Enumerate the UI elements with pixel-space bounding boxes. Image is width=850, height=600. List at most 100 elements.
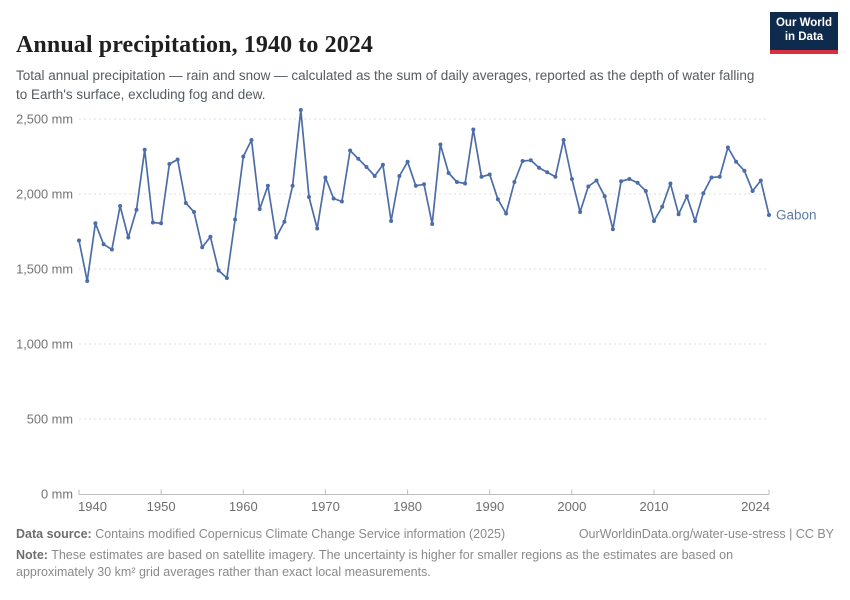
data-point-marker[interactable]: [142, 147, 147, 152]
data-point-marker[interactable]: [602, 194, 607, 199]
data-point-marker[interactable]: [257, 207, 262, 211]
data-point-marker[interactable]: [569, 177, 574, 181]
data-point-marker[interactable]: [265, 183, 270, 188]
data-point-marker[interactable]: [134, 207, 139, 212]
data-point-marker[interactable]: [454, 180, 459, 184]
x-axis-tick-label: 2000: [557, 499, 586, 514]
data-point-marker[interactable]: [348, 148, 353, 153]
data-point-marker[interactable]: [241, 154, 246, 159]
data-point-marker[interactable]: [150, 220, 155, 225]
chart-svg[interactable]: 0 mm 500 mm 1,000 mm 1,500 mm 2,000 mm 2,500 …: [0, 0, 850, 530]
data-point-marker[interactable]: [701, 191, 706, 196]
data-point-marker[interactable]: [693, 219, 698, 223]
data-point-marker[interactable]: [397, 174, 402, 178]
data-point-marker[interactable]: [77, 238, 81, 243]
data-point-marker[interactable]: [405, 159, 410, 164]
data-point-marker[interactable]: [430, 222, 435, 226]
data-point-marker[interactable]: [463, 181, 468, 186]
data-point-marker[interactable]: [233, 217, 238, 222]
data-point-marker[interactable]: [109, 247, 114, 252]
data-point-marker[interactable]: [676, 212, 681, 217]
data-point-marker[interactable]: [331, 196, 336, 201]
data-point-marker[interactable]: [167, 162, 172, 166]
data-point-marker[interactable]: [750, 189, 755, 193]
data-point-marker[interactable]: [545, 170, 550, 175]
data-point-marker[interactable]: [183, 201, 188, 205]
data-point-marker[interactable]: [380, 162, 385, 167]
data-point-marker[interactable]: [504, 211, 509, 216]
data-point-marker[interactable]: [652, 219, 656, 223]
x-axis-tick-label: 1940: [78, 499, 107, 514]
data-point-marker[interactable]: [249, 138, 254, 142]
data-point-marker[interactable]: [274, 235, 279, 240]
note-text: These estimates are based on satellite i…: [16, 547, 734, 579]
data-point-marker[interactable]: [767, 213, 771, 217]
data-point-marker[interactable]: [323, 175, 328, 180]
data-point-marker[interactable]: [224, 276, 229, 280]
data-point-marker[interactable]: [537, 165, 541, 170]
data-point-marker[interactable]: [487, 172, 492, 177]
data-point-marker[interactable]: [372, 174, 377, 178]
data-point-marker[interactable]: [684, 194, 689, 199]
data-point-marker[interactable]: [742, 168, 747, 173]
data-point-marker[interactable]: [668, 181, 673, 186]
data-point-marker[interactable]: [101, 242, 106, 247]
data-point-marker[interactable]: [315, 226, 320, 231]
data-point-marker[interactable]: [422, 182, 426, 187]
data-point-marker[interactable]: [619, 179, 624, 184]
y-axis-tick-label: 1,000 mm: [16, 337, 73, 352]
data-point-marker[interactable]: [627, 177, 632, 181]
data-point-marker[interactable]: [118, 204, 123, 208]
data-point-marker[interactable]: [635, 180, 640, 185]
data-point-marker[interactable]: [578, 210, 583, 214]
precipitation-line-chart[interactable]: 0 mm 500 mm 1,000 mm 1,500 mm 2,000 mm 2,500 …: [0, 0, 850, 530]
y-axis-tick-label: 2,500 mm: [16, 112, 73, 127]
data-point-marker[interactable]: [479, 174, 484, 179]
data-point-marker[interactable]: [610, 227, 615, 232]
page-title: Annual precipitation, 1940 to 2024: [16, 32, 373, 59]
chart-subtitle: Total annual precipitation — rain and sn…: [16, 67, 755, 103]
data-point-marker[interactable]: [413, 183, 418, 188]
data-point-marker[interactable]: [512, 180, 517, 184]
data-point-marker[interactable]: [298, 108, 303, 112]
data-point-marker[interactable]: [364, 165, 369, 169]
data-point-marker[interactable]: [495, 197, 500, 202]
data-point-marker[interactable]: [758, 178, 763, 183]
data-point-marker[interactable]: [446, 171, 451, 175]
data-point-marker[interactable]: [290, 183, 295, 188]
data-point-marker[interactable]: [282, 219, 287, 224]
data-point-marker[interactable]: [553, 174, 558, 179]
data-point-marker[interactable]: [389, 219, 394, 223]
data-point-marker[interactable]: [200, 245, 205, 250]
data-point-marker[interactable]: [643, 189, 648, 193]
data-point-marker[interactable]: [734, 159, 739, 164]
entity-label-gabon[interactable]: Gabon: [776, 208, 817, 223]
data-point-marker[interactable]: [594, 178, 599, 183]
data-point-marker[interactable]: [528, 158, 533, 163]
data-point-marker[interactable]: [93, 221, 98, 226]
chart-footer: Data source: Contains modified Copernicu…: [16, 526, 834, 581]
data-point-marker[interactable]: [520, 159, 525, 163]
data-point-marker[interactable]: [660, 204, 665, 209]
data-point-marker[interactable]: [339, 199, 344, 204]
owid-logo-line1: Our World: [775, 17, 832, 30]
data-point-marker[interactable]: [561, 138, 566, 142]
data-point-marker[interactable]: [208, 234, 213, 239]
data-point-marker[interactable]: [356, 156, 361, 161]
data-point-marker[interactable]: [471, 127, 476, 132]
data-point-marker[interactable]: [586, 184, 591, 189]
owid-cc-by-link[interactable]: OurWorldinData.org/water-use-stress | CC…: [578, 527, 834, 541]
data-point-marker[interactable]: [159, 221, 164, 226]
data-point-marker[interactable]: [709, 175, 714, 180]
data-point-marker[interactable]: [725, 145, 730, 150]
data-point-marker[interactable]: [85, 279, 90, 283]
data-point-marker[interactable]: [717, 174, 722, 179]
data-point-marker[interactable]: [307, 195, 311, 199]
data-point-marker[interactable]: [438, 142, 443, 147]
data-point-marker[interactable]: [216, 268, 221, 273]
data-point-marker[interactable]: [126, 235, 131, 240]
data-point-marker[interactable]: [175, 157, 180, 162]
data-point-marker[interactable]: [192, 210, 196, 214]
y-axis-tick-label: 1,500 mm: [16, 262, 73, 277]
